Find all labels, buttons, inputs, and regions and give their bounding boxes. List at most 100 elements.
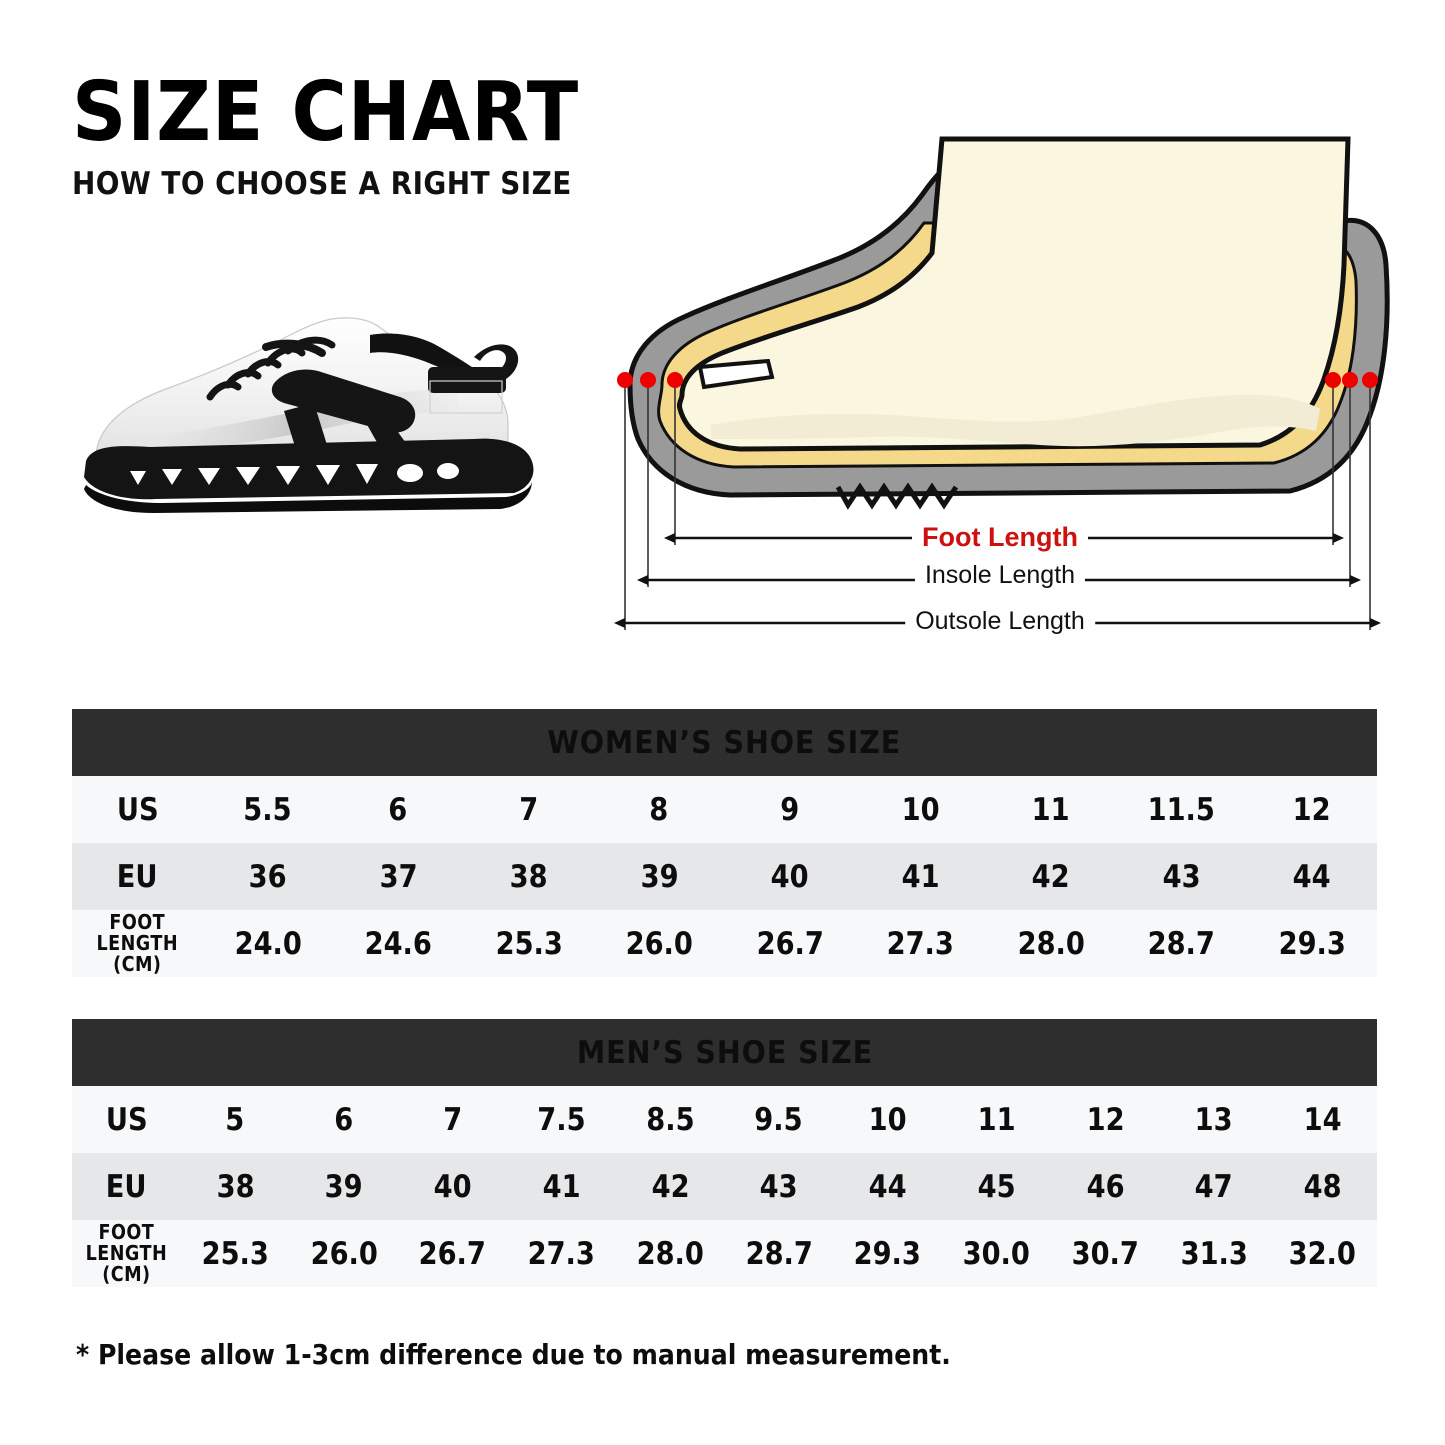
cell-us-4: 9	[724, 776, 855, 843]
cell-us-4: 8.5	[615, 1086, 725, 1153]
cell-value: 37	[379, 858, 418, 895]
cell-value: 40	[770, 858, 809, 895]
cell-value: 42	[1031, 858, 1070, 895]
cell-us-8: 12	[1050, 1086, 1160, 1153]
mens-table-body: MEN’S SHOE SIZE US 5 6 7 7.5 8.5 9.5 10 11 12 13 14 E…	[72, 1019, 1377, 1287]
cell-eu-5: 41	[855, 843, 986, 910]
insole-length-label: Insole Length	[914, 561, 1086, 590]
cell-value: 6	[334, 1101, 354, 1138]
toenail	[697, 358, 775, 390]
cell-foot-2: 25.3	[463, 910, 594, 977]
womens-table-body: WOMEN’S SHOE SIZE US 5.5 6 7 8 9 10 11 11.5 12 EU 36…	[72, 709, 1377, 977]
cell-value: 42	[651, 1168, 690, 1205]
cell-eu-4: 40	[724, 843, 855, 910]
heel-strap	[428, 367, 506, 393]
cell-value: 29.3	[853, 1235, 922, 1272]
table-row: US 5 6 7 7.5 8.5 9.5 10 11 12 13 14	[72, 1086, 1377, 1153]
sole-lattice	[130, 463, 459, 485]
cell-eu-3: 39	[594, 843, 725, 910]
cell-value: 25.3	[201, 1235, 269, 1272]
table-row: EU 36 37 38 39 40 41 42 43 44	[72, 843, 1377, 910]
cell-value: 24.6	[364, 925, 432, 962]
cell-value: 8.5	[645, 1101, 695, 1138]
cell-us-9: 13	[1159, 1086, 1269, 1153]
cell-eu-6: 42	[985, 843, 1116, 910]
cell-value: 27.3	[886, 925, 954, 962]
cell-value: 7.5	[537, 1101, 586, 1138]
cell-foot-10: 32.0	[1268, 1220, 1377, 1287]
cell-foot-5: 28.7	[724, 1220, 834, 1287]
cell-eu-8: 46	[1050, 1153, 1160, 1220]
shoe-midsole	[84, 438, 534, 500]
cell-value: 13	[1194, 1101, 1233, 1138]
cell-value: 38	[216, 1168, 255, 1205]
cell-value: 32.0	[1288, 1235, 1357, 1272]
cell-foot-2: 26.7	[398, 1220, 507, 1287]
cell-value: 8	[649, 791, 669, 828]
cell-value: 43	[1162, 858, 1201, 895]
row-label-text: US	[105, 1101, 148, 1138]
cell-value: 11	[1031, 791, 1070, 828]
cell-value: 12	[1086, 1101, 1125, 1138]
cell-value: 24.0	[234, 925, 302, 962]
cell-us-7: 11	[942, 1086, 1051, 1153]
cell-foot-1: 24.6	[333, 910, 464, 977]
footnote: * Please allow 1-3cm difference due to m…	[76, 1338, 951, 1371]
cell-eu-10: 48	[1268, 1153, 1377, 1220]
row-label-foot-length-cm: FOOT LENGTH (CM)	[72, 1220, 181, 1287]
cell-value: 39	[324, 1168, 363, 1205]
table-row: EU 38 39 40 41 42 43 44 45 46 47 48	[72, 1153, 1377, 1220]
cell-value: 26.0	[625, 925, 693, 962]
shoe-laces	[206, 336, 336, 401]
cell-us-1: 6	[333, 776, 464, 843]
cell-eu-0: 36	[202, 843, 333, 910]
cell-us-1: 6	[289, 1086, 399, 1153]
cell-us-5: 10	[855, 776, 986, 843]
cell-eu-1: 37	[333, 843, 464, 910]
cell-value: 11.5	[1147, 791, 1215, 828]
cell-eu-5: 43	[724, 1153, 834, 1220]
cell-foot-3: 27.3	[507, 1220, 616, 1287]
table-row: US 5.5 6 7 8 9 10 11 11.5 12	[72, 776, 1377, 843]
cell-us-10: 14	[1268, 1086, 1377, 1153]
cell-value: 26.7	[418, 1235, 487, 1272]
cell-foot-3: 26.0	[594, 910, 725, 977]
cell-value: 12	[1292, 791, 1331, 828]
cell-us-3: 8	[594, 776, 725, 843]
cell-foot-7: 30.0	[942, 1220, 1051, 1287]
row-label-text: EU	[116, 858, 158, 895]
mens-size-table: MEN’S SHOE SIZE US 5 6 7 7.5 8.5 9.5 10 11 12 13 14 E…	[72, 1019, 1377, 1287]
outsole-length-label: Outsole Length	[905, 607, 1095, 636]
cell-eu-7: 45	[942, 1153, 1051, 1220]
cell-value: 28.0	[1017, 925, 1085, 962]
men-table-title-text: MEN’S SHOE SIZE	[576, 1034, 873, 1071]
outsole-edge	[84, 481, 532, 513]
cell-eu-3: 41	[507, 1153, 616, 1220]
cell-foot-5: 27.3	[855, 910, 986, 977]
cell-foot-1: 26.0	[289, 1220, 399, 1287]
cell-value: 7	[443, 1101, 463, 1138]
cell-value: 36	[248, 858, 287, 895]
cell-value: 10	[868, 1101, 907, 1138]
foot-length-label: Foot Length	[912, 522, 1088, 553]
cell-value: 30.0	[962, 1235, 1031, 1272]
cell-foot-7: 28.7	[1116, 910, 1247, 977]
cell-foot-0: 25.3	[180, 1220, 290, 1287]
cell-value: 38	[509, 858, 548, 895]
cell-value: 41	[901, 858, 940, 895]
cell-value: 28.0	[636, 1235, 704, 1272]
cell-eu-8: 44	[1246, 843, 1377, 910]
cell-value: 26.7	[756, 925, 824, 962]
cell-value: 28.7	[1147, 925, 1215, 962]
row-label-text: FOOT LENGTH (CM)	[85, 1220, 168, 1286]
cell-value: 6	[388, 791, 408, 828]
cell-value: 48	[1303, 1168, 1342, 1205]
cell-value: 43	[759, 1168, 798, 1205]
cell-us-0: 5	[180, 1086, 290, 1153]
product-photo	[70, 285, 550, 545]
cell-foot-4: 28.0	[615, 1220, 725, 1287]
cell-value: 7	[519, 791, 539, 828]
cell-value: 9.5	[754, 1101, 804, 1138]
cell-eu-1: 39	[289, 1153, 399, 1220]
cell-us-5: 9.5	[724, 1086, 834, 1153]
